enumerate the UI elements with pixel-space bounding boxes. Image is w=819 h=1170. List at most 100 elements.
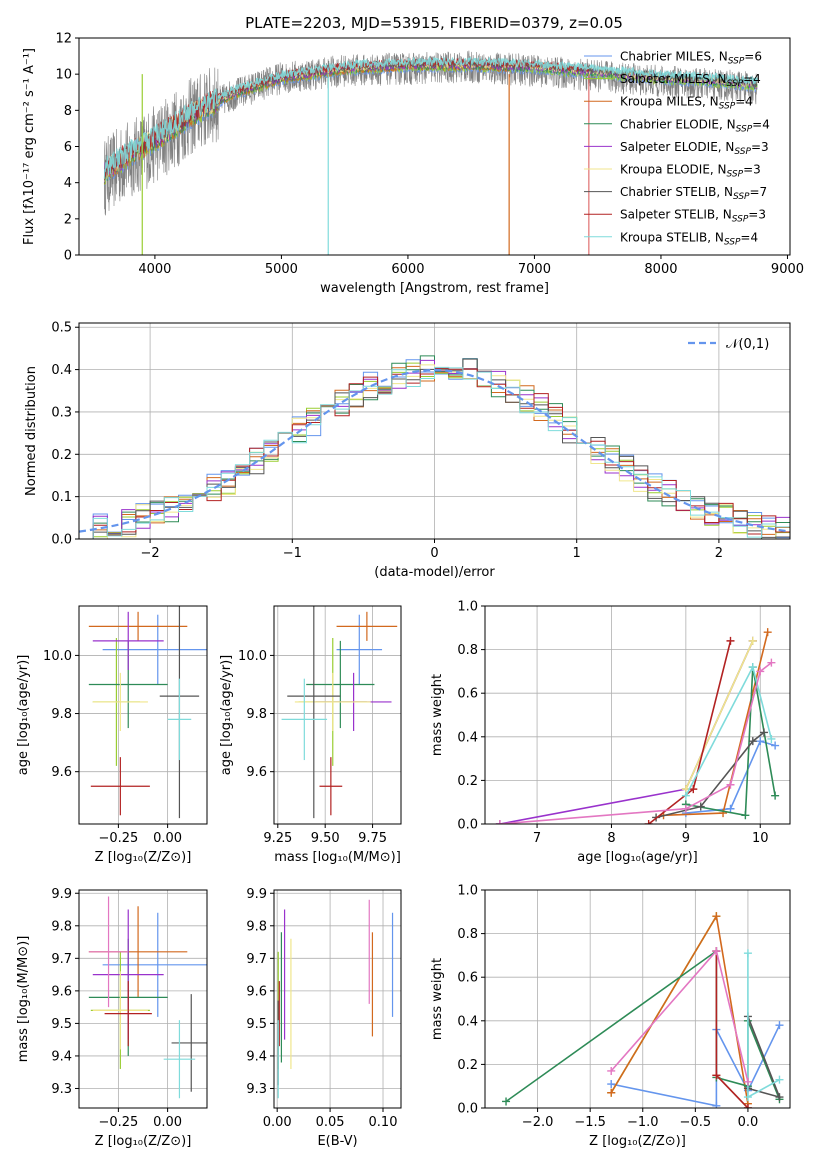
y-tick-label: 10: [55, 68, 72, 83]
x-tick-label: 8000: [644, 262, 677, 277]
mass-weight-series-line: [655, 731, 765, 819]
legend-entry-nssp: =3: [751, 140, 769, 154]
y-tick-label: 9.7: [51, 952, 72, 967]
y-axis-label: mass [log₁₀(M/M⊙)]: [16, 936, 31, 1063]
x-tick-label: 8: [607, 831, 615, 846]
plot-area: [79, 355, 790, 539]
mass-weight-marker: [748, 737, 757, 746]
mass-weight-marker: [771, 741, 780, 750]
legend-entry: Kroupa STELIB, NSSP=4: [620, 230, 758, 247]
y-tick-label: 12: [55, 32, 72, 47]
x-tick-label: −0.5: [680, 1115, 712, 1130]
error-bar-point: [163, 1020, 196, 1099]
x-axis-label: age [log₁₀(age/yr)]: [577, 850, 698, 865]
mass-weight-marker: [726, 780, 735, 789]
x-axis-label: (data-model)/error: [374, 565, 495, 580]
mass-weight-marker: [775, 1075, 784, 1084]
mass-weight-marker: [712, 947, 721, 956]
mass-weight-marker: [775, 1093, 784, 1102]
y-tick-label: 0.2: [457, 1058, 478, 1073]
x-tick-label: 0.00: [153, 831, 182, 846]
plot-area: [88, 896, 207, 1099]
x-tick-label: 1: [573, 546, 581, 561]
legend-entry: Chabrier STELIB, NSSP=7: [620, 185, 767, 202]
legend-entry-subscript: SSP: [728, 57, 745, 67]
mass-weight-marker: [712, 912, 721, 921]
mass-weight-marker: [767, 658, 776, 667]
error-bar-point: [104, 981, 152, 1047]
mass-weight-series-line: [747, 1016, 781, 1099]
model-spectrum-line: [103, 56, 758, 179]
error-bar-point: [88, 896, 129, 1008]
legend-entry-subscript: SSP: [727, 170, 744, 180]
x-tick-label: −1.0: [627, 1115, 659, 1130]
error-bar-point: [92, 672, 148, 731]
x-tick-label: 4000: [138, 262, 171, 277]
mass-weight-marker: [681, 804, 690, 813]
mass-weight-marker: [726, 636, 735, 645]
legend-entry-nssp: =3: [743, 163, 761, 177]
y-tick-label: 9.8: [246, 707, 267, 722]
legend-entry-nssp: =4: [740, 230, 758, 244]
legend-entry-subscript: SSP: [727, 79, 744, 89]
y-tick-label: 9.6: [51, 984, 72, 999]
mass-weight-marker: [743, 1093, 752, 1102]
x-tick-label: 0.00: [263, 1115, 292, 1130]
x-tick-label: 0.05: [316, 1115, 345, 1130]
y-tick-label: 9.5: [246, 1017, 267, 1032]
legend-entry-nssp: =4: [752, 117, 770, 131]
axes-frame: [273, 605, 402, 825]
error-bar-point: [336, 614, 383, 685]
mass-weight-series-line: [685, 664, 773, 797]
error-bar-point: [294, 672, 371, 731]
mass-weight-vs-metallicity-panel: −2.0 −1.5 −1.0 −0.5 0.0 0.0 0.2 0.4 0.6 0.8 1.0 Z […: [430, 884, 791, 1149]
x-tick-label: 0.10: [369, 1115, 398, 1130]
mass-weight-marker: [748, 636, 757, 645]
legend-entry-nssp: =7: [750, 185, 768, 199]
x-tick-label: −2.0: [522, 1115, 554, 1130]
legend-entry-subscript: SSP: [733, 192, 750, 202]
x-tick-label: 9.25: [263, 831, 292, 846]
y-tick-label: 0.8: [457, 927, 478, 942]
y-tick-label: 9.3: [51, 1082, 72, 1097]
mass-weight-marker: [743, 1077, 752, 1086]
mass-weight-series-line: [610, 949, 749, 1082]
y-tick-label: 9.3: [246, 1082, 267, 1097]
normal-distribution-curve: [79, 368, 790, 533]
legend-entry-nssp: =6: [744, 50, 762, 64]
spectrum-panel: 4000 5000 6000 7000 8000 9000 0 2 4 6 8 10 12 wavelen…: [22, 32, 804, 297]
x-axis-label: E(B-V): [317, 1134, 357, 1149]
y-tick-label: 9.9: [51, 887, 72, 902]
y-tick-label: 0.0: [457, 1102, 478, 1117]
x-tick-label: 9000: [771, 262, 804, 277]
legend-entry: Kroupa MILES, NSSP=4: [620, 95, 753, 112]
legend-entry: Salpeter MILES, NSSP=4: [620, 72, 761, 89]
x-axis-label: Z [log₁₀(Z/Z⊙)]: [95, 850, 192, 865]
y-tick-label: 8: [64, 104, 72, 119]
mass-weight-marker: [726, 804, 735, 813]
mass-weight-marker: [743, 1104, 752, 1108]
y-tick-label: 0.3: [51, 405, 72, 420]
y-tick-label: 0.6: [457, 971, 478, 986]
y-tick-label: 0.4: [457, 1014, 478, 1029]
x-tick-label: 7: [533, 831, 541, 846]
error-bar-point: [319, 757, 343, 816]
legend-entry: Kroupa ELODIE, NSSP=3: [620, 163, 761, 180]
y-tick-label: 9.8: [51, 919, 72, 934]
mass-weight-series-line: [685, 640, 754, 790]
legend-entry-name: Chabrier MILES, N: [620, 50, 728, 64]
y-axis-label: age [log₁₀(age/yr)]: [219, 655, 234, 776]
x-tick-label: 9.75: [358, 831, 387, 846]
legend-entry-nssp: =4: [735, 95, 753, 109]
mass-weight-series-line: [505, 949, 781, 1103]
mass-weight-marker: [741, 811, 750, 820]
y-tick-label: 0.0: [51, 533, 72, 548]
plot-area: [103, 50, 758, 255]
mass-weight-series-line: [747, 953, 780, 1099]
legend-entry-name: Kroupa ELODIE, N: [620, 163, 727, 177]
plot-area: [502, 912, 784, 1108]
legend-entry-name: Kroupa MILES, N: [620, 95, 719, 109]
x-axis-label: Z [log₁₀(Z/Z⊙)]: [589, 1134, 686, 1149]
x-tick-label: 9.50: [311, 831, 340, 846]
error-bar-point: [92, 611, 164, 670]
